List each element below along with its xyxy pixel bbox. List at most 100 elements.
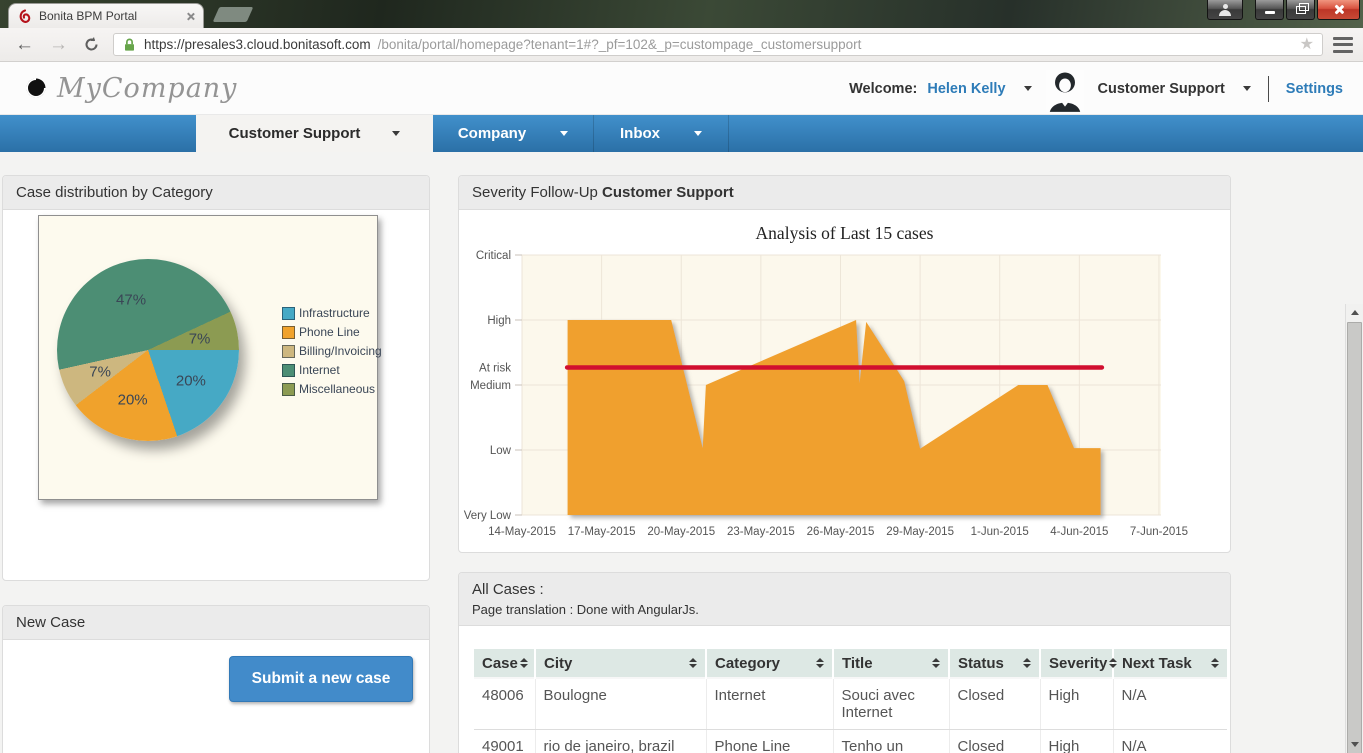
table-row[interactable]: 49001rio de janeiro, brazilPhone LineTen… <box>474 730 1227 753</box>
column-header-label: City <box>544 655 572 672</box>
y-axis-label: Critical <box>476 250 511 262</box>
new-tab-button[interactable] <box>213 7 254 22</box>
bonita-favicon-icon <box>17 9 32 24</box>
pie-legend: InfrastructurePhone LineBilling/Invoicin… <box>282 306 382 396</box>
sort-icon[interactable] <box>932 658 940 668</box>
profile-dropdown[interactable]: Customer Support <box>1098 81 1225 97</box>
chevron-down-icon[interactable] <box>1024 86 1032 91</box>
window-titlebar: Bonita BPM Portal <box>0 0 1363 28</box>
nav-tab-inbox[interactable]: Inbox <box>594 115 728 152</box>
legend-item: Internet <box>282 363 382 377</box>
submit-new-case-button[interactable]: Submit a new case <box>229 656 413 702</box>
table-cell: Phone Line <box>706 730 833 753</box>
browser-profile-button[interactable] <box>1207 0 1243 20</box>
nav-tab-company[interactable]: Company <box>433 115 593 152</box>
sort-icon[interactable] <box>1023 658 1031 668</box>
logo-mark-icon <box>22 76 48 102</box>
page-scrollbar[interactable] <box>1345 304 1363 753</box>
forward-button[interactable]: → <box>49 35 68 54</box>
back-button[interactable]: ← <box>15 35 34 54</box>
column-header-city[interactable]: City <box>535 649 706 678</box>
x-axis-label: 20-May-2015 <box>647 526 715 538</box>
pie-slice-label: 20% <box>118 392 148 409</box>
y-axis-label: Medium <box>470 380 511 392</box>
x-axis-label: 14-May-2015 <box>488 526 556 538</box>
user-name-dropdown[interactable]: Helen Kelly <box>927 81 1005 97</box>
arrow-up-icon <box>1351 310 1359 315</box>
column-header-status[interactable]: Status <box>949 649 1040 678</box>
logo-text: MyCompany <box>57 73 237 104</box>
settings-link[interactable]: Settings <box>1286 81 1343 97</box>
pie-panel: Case distribution by Category Infrastruc… <box>2 175 430 581</box>
cases-panel: All Cases : Page translation : Done with… <box>458 572 1231 753</box>
new-case-panel: New Case Submit a new case <box>2 605 430 753</box>
bookmark-star-icon[interactable]: ★ <box>1300 37 1314 53</box>
browser-menu-button[interactable] <box>1333 37 1353 53</box>
severity-title-regular: Severity Follow-Up <box>472 184 602 201</box>
scrollbar-thumb[interactable] <box>1347 322 1362 753</box>
app-header: MyCompany Welcome: Helen Kelly Customer … <box>0 62 1363 115</box>
column-header-label: Case <box>482 655 518 672</box>
threshold-axis-label: At risk <box>479 362 511 374</box>
tab-close-icon[interactable] <box>186 12 195 21</box>
table-cell: High <box>1040 678 1113 730</box>
pie-chart <box>57 259 239 441</box>
tab-title: Bonita BPM Portal <box>39 9 179 23</box>
url-bar[interactable]: https://presales3.cloud.bonitasoft.com/b… <box>113 33 1323 56</box>
sort-icon[interactable] <box>1109 658 1117 668</box>
x-axis-label: 26-May-2015 <box>807 526 875 538</box>
column-header-title[interactable]: Title <box>833 649 949 678</box>
nav-tab-customer-support[interactable]: Customer Support <box>196 115 433 152</box>
column-header-severity[interactable]: Severity <box>1040 649 1113 678</box>
sort-icon[interactable] <box>1211 658 1219 668</box>
column-header-label: Next Task <box>1122 655 1192 672</box>
column-header-label: Status <box>958 655 1004 672</box>
cases-panel-title: All Cases : <box>472 581 1217 598</box>
table-cell: rio de janeiro, brazil <box>535 730 706 753</box>
table-row[interactable]: 48006BoulogneInternetSouci avec Internet… <box>474 678 1227 730</box>
table-body: 48006BoulogneInternetSouci avec Internet… <box>474 678 1227 753</box>
header-divider <box>1268 76 1269 102</box>
x-axis-label: 7-Jun-2015 <box>1130 526 1188 538</box>
company-logo: MyCompany <box>22 73 237 104</box>
scrollbar-up-button[interactable] <box>1346 304 1363 321</box>
table-cell: Souci avec Internet <box>833 678 949 730</box>
arrow-down-icon <box>1351 742 1359 747</box>
close-icon <box>1333 4 1344 15</box>
sort-icon[interactable] <box>816 658 824 668</box>
padlock-icon <box>122 37 137 53</box>
minimize-icon <box>1265 11 1275 14</box>
table-cell: Closed <box>949 678 1040 730</box>
sort-icon[interactable] <box>520 658 528 668</box>
restore-button[interactable] <box>1286 0 1315 20</box>
table-cell: Tenho un <box>833 730 949 753</box>
legend-swatch <box>282 345 295 358</box>
new-case-panel-title: New Case <box>3 606 429 640</box>
refresh-button[interactable] <box>83 36 100 53</box>
sort-icon[interactable] <box>689 658 697 668</box>
x-axis-label: 29-May-2015 <box>886 526 954 538</box>
x-axis-label: 17-May-2015 <box>568 526 636 538</box>
table-cell: Boulogne <box>535 678 706 730</box>
severity-panel: Severity Follow-Up Customer Support Anal… <box>458 175 1231 553</box>
scrollbar-down-button[interactable] <box>1346 736 1363 753</box>
legend-label: Phone Line <box>299 325 360 339</box>
cases-panel-subtitle: Page translation : Done with AngularJs. <box>472 602 1217 617</box>
chevron-down-icon[interactable] <box>1243 86 1251 91</box>
close-button[interactable] <box>1317 0 1360 20</box>
restore-icon <box>1296 6 1306 14</box>
severity-title-bold: Customer Support <box>602 184 734 201</box>
browser-tab[interactable]: Bonita BPM Portal <box>8 3 204 28</box>
minimize-button[interactable] <box>1255 0 1284 20</box>
column-header-case[interactable]: Case <box>474 649 535 678</box>
nav-tab-label: Company <box>458 125 526 142</box>
pie-chart-frame: InfrastructurePhone LineBilling/Invoicin… <box>38 215 378 500</box>
user-avatar[interactable] <box>1046 70 1084 112</box>
welcome-label: Welcome: <box>849 81 917 97</box>
column-header-category[interactable]: Category <box>706 649 833 678</box>
page-content: Case distribution by Category Infrastruc… <box>0 152 1363 753</box>
column-header-next-task[interactable]: Next Task <box>1113 649 1227 678</box>
legend-label: Billing/Invoicing <box>299 344 382 358</box>
pie-slice-label: 20% <box>176 372 206 389</box>
cases-table: Case City CategoryTitle Status Severity Next … <box>474 649 1227 753</box>
